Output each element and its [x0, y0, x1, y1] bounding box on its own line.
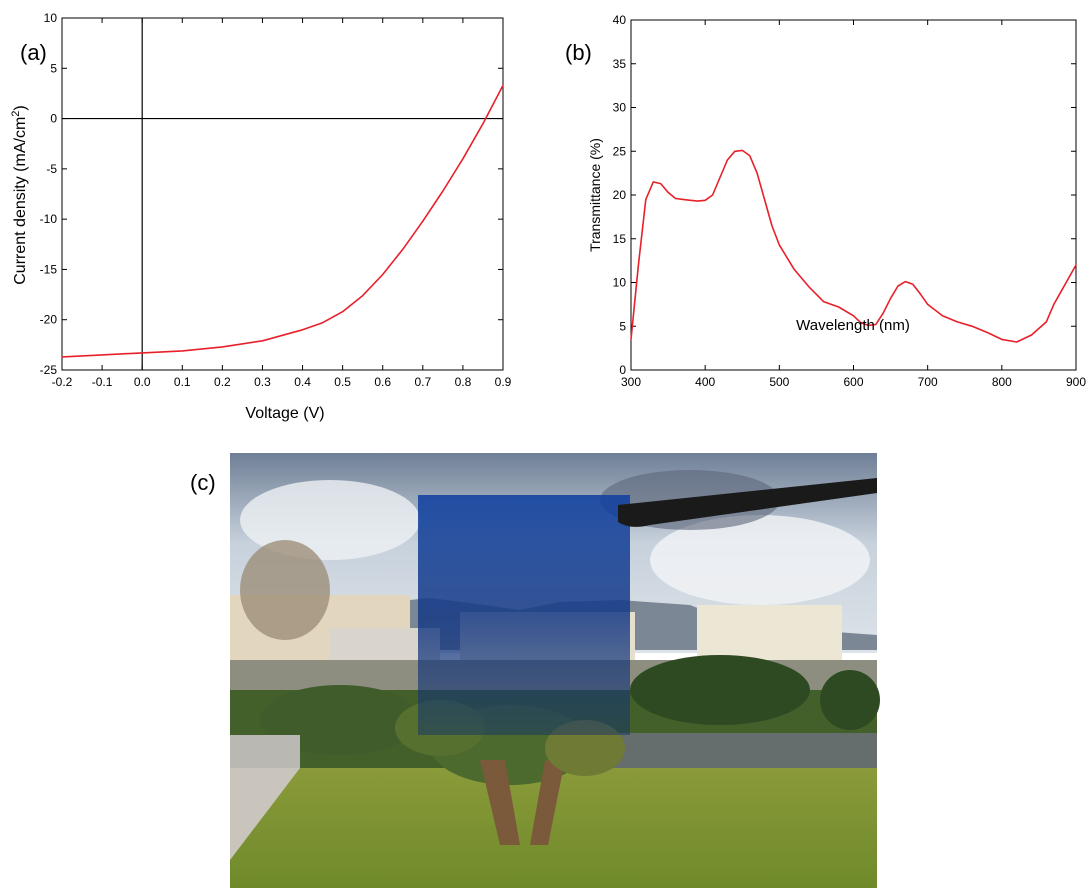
y-tick-label: 0 [50, 112, 57, 126]
y-tick-label: 25 [613, 144, 627, 158]
x-tick-label: 700 [918, 375, 938, 389]
x-tick-label: 0.3 [254, 375, 271, 389]
panel-b-label: (b) [565, 40, 592, 65]
y-tick-label: 10 [613, 276, 627, 290]
x-tick-label: -0.2 [52, 375, 73, 389]
x-tick-label: 0.4 [294, 375, 311, 389]
y-tick-label: 5 [619, 319, 626, 333]
x-tick-label: 0.1 [174, 375, 191, 389]
panel-c-label: (c) [190, 470, 216, 495]
photo-sidewalk [230, 735, 300, 770]
panel-b-xlabel: Wavelength (nm) [796, 317, 910, 334]
x-tick-label: 0.6 [374, 375, 391, 389]
panel-a-plot: -0.2 -0.1 0.0 0.1 0.2 0.3 0.4 0.5 0.6 0.7 0.8 0.9 -2… [40, 11, 512, 389]
x-tick-label: 500 [769, 375, 789, 389]
panel-a-label: (a) [20, 40, 47, 65]
panel-a-xlabel: Voltage (V) [245, 405, 324, 422]
x-tick-label: 600 [843, 375, 863, 389]
y-tick-label: 5 [50, 61, 57, 75]
panel-c-photo: (c) [190, 453, 880, 888]
y-tick-label: 40 [613, 13, 627, 27]
y-tick-label: 30 [613, 101, 627, 115]
y-tick-label: -20 [40, 313, 58, 327]
photo-tree-left [240, 540, 330, 640]
x-tick-label: 0.0 [134, 375, 151, 389]
y-tick-label: -25 [40, 363, 58, 377]
y-tick-label: 10 [44, 11, 58, 25]
tweezers [618, 478, 877, 527]
y-tick-label: -10 [40, 212, 58, 226]
x-tick-label: 0.2 [214, 375, 231, 389]
photo-building-right [697, 605, 842, 662]
plot-frame [61, 17, 504, 371]
series-line [630, 149, 1077, 343]
y-tick-label: 0 [619, 363, 626, 377]
y-tick-label: 15 [613, 232, 627, 246]
panel-a-chart: (a) -0.2 -0.1 0.0 0.1 0.2 0.3 0.4 0.5 0.6 0.7 0.8 0… [10, 11, 512, 422]
panel-b-ylabel: Transmittance (%) [587, 138, 603, 252]
x-tick-label: 400 [695, 375, 715, 389]
panel-b-chart: (b) 300 400 500 600 700 800 900 0 5 10 15 20 25 30 35 4… [565, 13, 1086, 389]
y-tick-label: 35 [613, 57, 627, 71]
x-tick-label: 0.7 [414, 375, 431, 389]
photo-fence [600, 733, 877, 768]
x-tick-label: 0.8 [455, 375, 472, 389]
x-tick-label: 0.5 [334, 375, 351, 389]
panel-b-plot: 300 400 500 600 700 800 900 0 5 10 15 20 25 30 35 40 [613, 13, 1087, 389]
x-tick-label: 900 [1066, 375, 1086, 389]
panel-a-ylabel: Current density (mA/cm2) [10, 105, 29, 285]
y-tick-label: -5 [46, 162, 57, 176]
series-line [61, 84, 504, 358]
y-tick-label: 20 [613, 188, 627, 202]
x-tick-label: -0.1 [92, 375, 113, 389]
semi-transparent-solar-cell [418, 495, 630, 735]
x-tick-label: 300 [621, 375, 641, 389]
photo-bushes [630, 655, 810, 725]
y-tick-label: -15 [40, 262, 58, 276]
x-tick-label: 800 [992, 375, 1012, 389]
x-tick-label: 0.9 [495, 375, 512, 389]
